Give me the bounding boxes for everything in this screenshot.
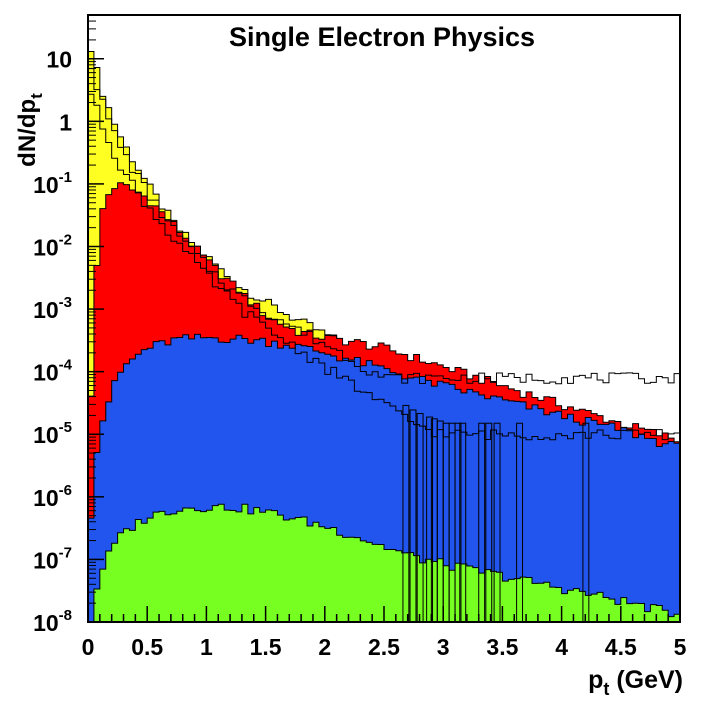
x-tick-label: 3 xyxy=(437,634,450,660)
x-tick-labels: 0 0.5 1 1.5 2 2.5 3 3.5 4 4.5 5 xyxy=(82,634,687,660)
x-tick-label: 4 xyxy=(555,634,568,660)
x-tick-label: 4.5 xyxy=(605,634,637,660)
y-tick-label: 10-7 xyxy=(33,544,72,573)
y-tick-label-exponent: -5 xyxy=(59,419,72,436)
x-axis-label-unit: (GeV) xyxy=(609,666,683,694)
y-tick-label-base: 1 xyxy=(59,109,72,135)
x-tick-label: 0 xyxy=(82,634,95,660)
outline-layer xyxy=(88,68,680,441)
x-tick-label: 2.5 xyxy=(368,634,400,660)
y-tick-label-exponent: -3 xyxy=(59,294,72,311)
x-axis-label-sub: t xyxy=(603,679,609,699)
x-tick-label: 1.5 xyxy=(250,634,282,660)
y-tick-label: 1 xyxy=(59,109,72,135)
outline-histogram-0 xyxy=(88,68,680,385)
x-tick-label: 1 xyxy=(200,634,213,660)
y-tick-label-exponent: -6 xyxy=(59,482,72,499)
y-tick-label-base: 10 xyxy=(33,422,59,448)
y-tick-label: 10-4 xyxy=(33,357,73,386)
y-tick-label-base: 10 xyxy=(33,610,59,636)
y-tick-label: 10-8 xyxy=(33,607,72,636)
y-tick-label-exponent: -1 xyxy=(59,169,72,186)
x-axis-label-main: p xyxy=(588,666,603,694)
y-tick-label-base: 10 xyxy=(33,234,59,260)
y-tick-label-base: 10 xyxy=(33,360,59,386)
y-axis-label-sub: t xyxy=(27,93,46,99)
y-tick-label-base: 10 xyxy=(33,485,59,511)
y-tick-label-base: 10 xyxy=(33,297,59,323)
chart-title: Single Electron Physics xyxy=(229,22,535,52)
y-tick-label-exponent: -7 xyxy=(59,544,72,561)
y-tick-label-exponent: -4 xyxy=(59,357,73,374)
x-tick-label: 0.5 xyxy=(131,634,163,660)
y-tick-label-base: 10 xyxy=(33,547,59,573)
x-tick-label: 2 xyxy=(318,634,331,660)
y-tick-label: 10-3 xyxy=(33,294,72,323)
y-tick-label: 10 xyxy=(46,47,72,73)
y-tick-label-base: 10 xyxy=(46,47,72,73)
x-axis-label: pt (GeV) xyxy=(588,666,683,699)
y-tick-label: 10-5 xyxy=(33,419,72,448)
x-tick-label: 5 xyxy=(674,634,687,660)
y-tick-label: 10-6 xyxy=(33,482,72,511)
tick-layer xyxy=(87,14,681,623)
y-tick-label-exponent: -2 xyxy=(59,231,72,248)
x-tick-label: 3.5 xyxy=(486,634,518,660)
y-tick-label-exponent: -8 xyxy=(59,607,72,624)
y-tick-label-base: 10 xyxy=(33,172,59,198)
y-tick-label: 10-1 xyxy=(33,169,72,198)
outline-histogram-1 xyxy=(88,93,680,441)
y-axis-label-main: dN/dp xyxy=(14,99,41,167)
y-tick-label: 10-2 xyxy=(33,231,72,260)
series-area-3 xyxy=(88,503,681,623)
y-axis-label: dN/dpt xyxy=(14,93,46,167)
